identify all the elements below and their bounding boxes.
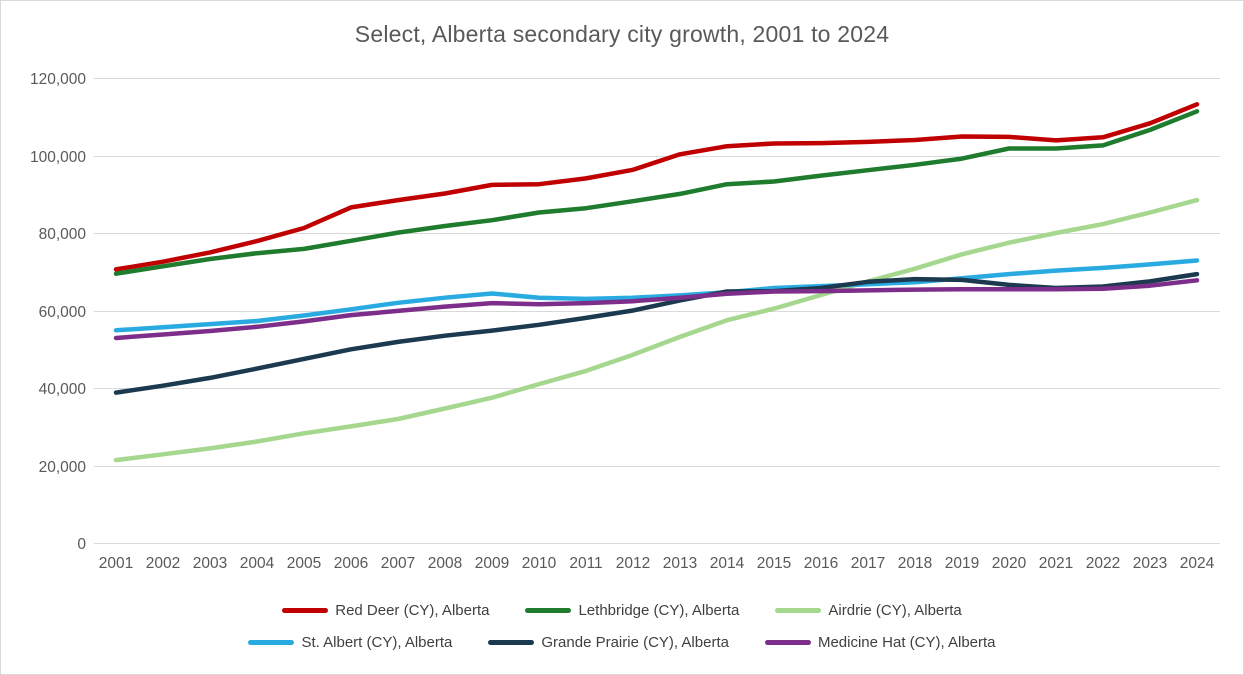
chart-title: Select, Alberta secondary city growth, 2… bbox=[354, 21, 890, 47]
x-axis-label: 2001 bbox=[99, 555, 133, 572]
x-axis-label: 2009 bbox=[475, 555, 509, 572]
x-axis-label: 2005 bbox=[287, 555, 321, 572]
series-line-lethbridge-cy-alberta bbox=[113, 109, 1200, 276]
line-chart: 0 20,000 40,000 60,000 80,000 100,000 120,000 2… bbox=[30, 71, 1220, 572]
x-axis-label: 2003 bbox=[193, 555, 227, 572]
y-axis-label: 80,000 bbox=[39, 226, 87, 243]
series-line-red-deer-cy-alberta bbox=[113, 102, 1200, 272]
y-axis-label: 0 bbox=[77, 536, 86, 553]
legend-item-lethbridge-cy-alberta: Lethbridge (CY), Alberta bbox=[525, 602, 739, 619]
legend-swatch-grande-prairie-cy-alberta bbox=[488, 640, 535, 645]
x-axis-label: 2010 bbox=[522, 555, 557, 572]
legend-label: Red Deer (CY), Alberta bbox=[335, 602, 490, 619]
legend-swatch-airdrie-cy-alberta bbox=[775, 608, 822, 613]
y-axis-label: 40,000 bbox=[39, 381, 87, 398]
x-axis-label: 2004 bbox=[240, 555, 275, 572]
legend: Red Deer (CY), Alberta Lethbridge (CY), A… bbox=[1, 602, 1243, 651]
legend-item-airdrie-cy-alberta: Airdrie (CY), Alberta bbox=[775, 602, 962, 619]
legend-label: Lethbridge (CY), Alberta bbox=[578, 602, 740, 619]
x-axis-label: 2006 bbox=[334, 555, 368, 572]
series-line-st-albert-cy-alberta bbox=[113, 258, 1200, 333]
x-axis-label: 2021 bbox=[1039, 555, 1073, 572]
y-axis-label: 100,000 bbox=[30, 149, 86, 166]
legend-swatch-st-albert-cy-alberta bbox=[248, 640, 295, 645]
x-axis-label: 2017 bbox=[851, 555, 885, 572]
legend-item-grande-prairie-cy-alberta: Grande Prairie (CY), Alberta bbox=[488, 634, 729, 651]
series-line-medicine-hat-cy-alberta bbox=[113, 278, 1200, 341]
y-axis-label: 120,000 bbox=[30, 71, 86, 88]
y-axis-label: 60,000 bbox=[39, 304, 87, 321]
x-axis-label: 2008 bbox=[428, 555, 462, 572]
legend-swatch-medicine-hat-cy-alberta bbox=[764, 640, 811, 645]
legend-item-st-albert-cy-alberta: St. Albert (CY), Alberta bbox=[248, 634, 452, 651]
series-line-airdrie-cy-alberta bbox=[113, 197, 1200, 463]
x-axis-label: 2020 bbox=[992, 555, 1027, 572]
x-axis-label: 2012 bbox=[616, 555, 650, 572]
legend-item-red-deer-cy-alberta: Red Deer (CY), Alberta bbox=[282, 602, 489, 619]
legend-label: St. Albert (CY), Alberta bbox=[301, 634, 453, 651]
y-axis-label: 20,000 bbox=[39, 459, 87, 476]
x-axis-label: 2016 bbox=[804, 555, 838, 572]
x-axis-label: 2022 bbox=[1086, 555, 1120, 572]
x-axis-label: 2015 bbox=[757, 555, 791, 572]
series-line-grande-prairie-cy-alberta bbox=[113, 271, 1200, 395]
legend-swatch-lethbridge-cy-alberta bbox=[525, 608, 572, 613]
x-axis-label: 2002 bbox=[146, 555, 180, 572]
legend-label: Grande Prairie (CY), Alberta bbox=[541, 634, 729, 651]
x-axis-label: 2023 bbox=[1133, 555, 1167, 572]
x-axis-label: 2013 bbox=[663, 555, 697, 572]
legend-label: Medicine Hat (CY), Alberta bbox=[817, 634, 996, 651]
x-axis-label: 2024 bbox=[1180, 555, 1215, 572]
x-axis-label: 2019 bbox=[945, 555, 979, 572]
legend-swatch-red-deer-cy-alberta bbox=[282, 608, 329, 613]
x-axis-label: 2014 bbox=[710, 555, 745, 572]
legend-row: Red Deer (CY), Alberta Lethbridge (CY), A… bbox=[282, 602, 962, 619]
legend-item-medicine-hat-cy-alberta: Medicine Hat (CY), Alberta bbox=[764, 634, 996, 651]
x-axis-label: 2018 bbox=[898, 555, 932, 572]
legend-row: St. Albert (CY), Alberta Grande Prairie (… bbox=[248, 634, 996, 651]
x-axis-label: 2007 bbox=[381, 555, 415, 572]
legend-label: Airdrie (CY), Alberta bbox=[828, 602, 962, 619]
x-axis-label: 2011 bbox=[569, 555, 602, 572]
